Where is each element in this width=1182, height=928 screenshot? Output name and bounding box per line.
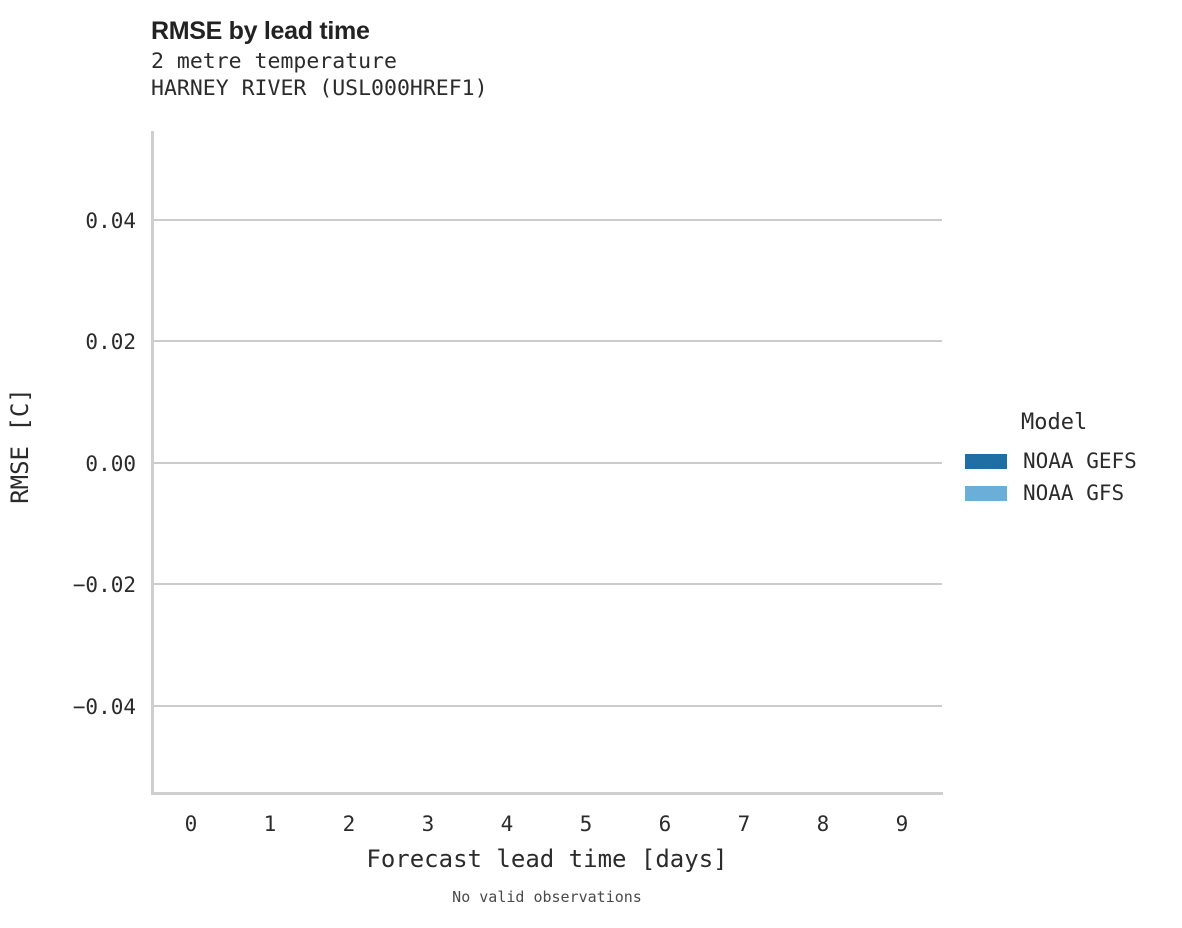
x-tick-label: 7 <box>737 812 751 836</box>
x-tick-label: 0 <box>184 812 198 836</box>
y-axis-title: RMSE [C] <box>6 388 34 504</box>
y-tick-label: 0.00 <box>85 452 136 476</box>
y-tick-label: −0.04 <box>72 695 136 719</box>
page-title: RMSE by lead time <box>151 17 370 45</box>
legend-item-label: NOAA GEFS <box>1023 449 1137 473</box>
gridline-y-0 <box>151 219 942 221</box>
gridline-y-4 <box>151 705 942 707</box>
x-tick-label: 4 <box>500 812 514 836</box>
y-tick-label: 0.02 <box>85 330 136 354</box>
no-data-caption: No valid observations <box>452 888 642 906</box>
legend-item-label: NOAA GFS <box>1023 481 1125 505</box>
legend-item-noaa-gfs[interactable]: NOAA GFS <box>965 477 1175 509</box>
x-axis-spine <box>151 792 943 795</box>
chart-header: RMSE by lead time 2 metre temperature HA… <box>151 16 951 102</box>
legend-title: Model <box>1021 410 1088 435</box>
x-tick-label: 2 <box>342 812 356 836</box>
y-axis-spine <box>151 131 154 795</box>
legend: Model NOAA GEFS NOAA GFS <box>965 410 1175 509</box>
y-tick-label: −0.02 <box>72 573 136 597</box>
x-tick-label: 8 <box>816 812 830 836</box>
x-axis-title: Forecast lead time [days] <box>366 845 728 873</box>
x-tick-label: 6 <box>658 812 672 836</box>
legend-item-noaa-gefs[interactable]: NOAA GEFS <box>965 445 1175 477</box>
x-tick-label: 3 <box>421 812 435 836</box>
legend-swatch-icon <box>965 485 1007 501</box>
gridline-y-1 <box>151 340 942 342</box>
x-tick-label: 9 <box>895 812 909 836</box>
legend-swatch-icon <box>965 453 1007 469</box>
chart-subtitle-station: HARNEY RIVER (USL000HREF1) <box>151 75 488 101</box>
plot-area <box>151 131 943 793</box>
gridline-y-2 <box>151 462 942 464</box>
x-tick-label: 1 <box>263 812 277 836</box>
chart-subtitle-variable: 2 metre temperature <box>151 49 397 74</box>
y-tick-label: 0.04 <box>85 209 136 233</box>
gridline-y-3 <box>151 583 942 585</box>
x-tick-label: 5 <box>579 812 593 836</box>
